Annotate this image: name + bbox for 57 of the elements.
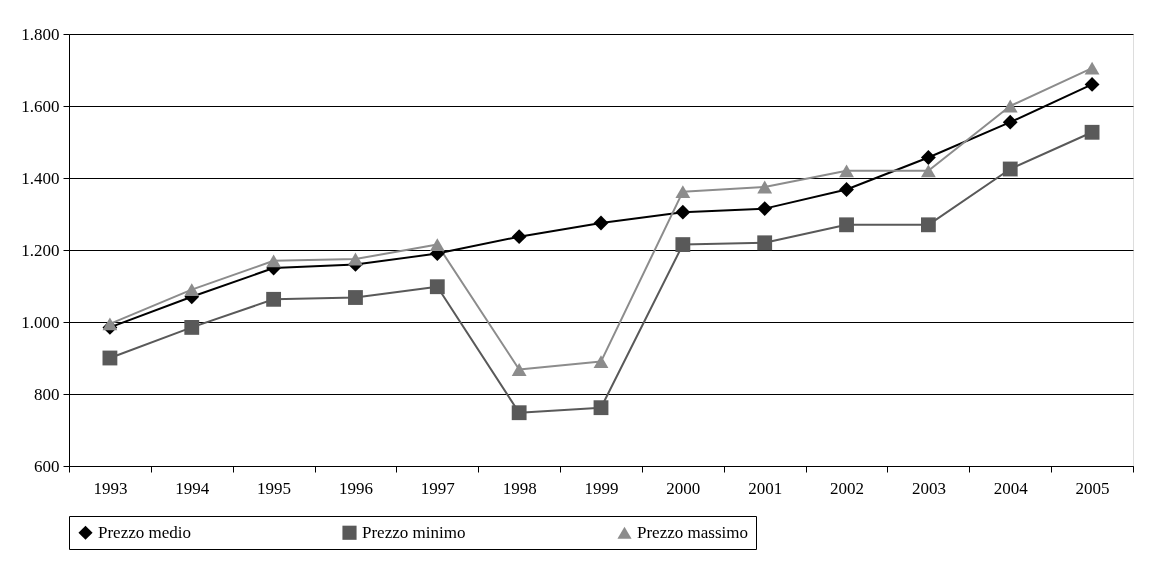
point bbox=[593, 215, 609, 231]
point bbox=[839, 164, 854, 178]
y-tick-label: 1.000 bbox=[21, 312, 60, 332]
legend-label: Prezzo medio bbox=[98, 522, 191, 542]
point bbox=[429, 279, 445, 295]
point bbox=[266, 254, 282, 268]
point bbox=[839, 217, 854, 233]
x-tick-label: 1993 bbox=[93, 478, 128, 498]
point bbox=[184, 319, 200, 335]
x-tick-label: 1999 bbox=[584, 478, 619, 498]
point bbox=[429, 238, 445, 252]
point bbox=[348, 290, 363, 305]
point bbox=[675, 185, 691, 199]
point bbox=[593, 355, 609, 369]
point bbox=[757, 180, 773, 194]
point bbox=[1084, 61, 1100, 75]
point bbox=[1002, 114, 1018, 130]
legend-label: Prezzo minimo bbox=[362, 522, 466, 542]
x-tick-label: 2003 bbox=[911, 478, 946, 498]
point bbox=[757, 201, 773, 217]
x-tick-label: 1994 bbox=[175, 478, 210, 498]
point bbox=[839, 182, 854, 197]
point bbox=[757, 235, 773, 251]
x-tick-label: 2001 bbox=[748, 478, 783, 498]
point bbox=[920, 164, 936, 178]
point bbox=[511, 363, 527, 376]
point bbox=[1002, 99, 1018, 113]
y-tick-label: 1.200 bbox=[21, 240, 60, 260]
y-tick-label: 1.800 bbox=[21, 24, 60, 44]
x-tick-label: 2005 bbox=[1075, 478, 1110, 498]
point bbox=[184, 283, 200, 297]
point bbox=[593, 400, 609, 416]
point bbox=[1002, 161, 1018, 177]
point bbox=[920, 217, 936, 233]
point bbox=[266, 291, 282, 307]
point bbox=[348, 252, 363, 266]
point bbox=[920, 150, 936, 165]
x-tick-label: 2004 bbox=[993, 478, 1029, 498]
point bbox=[675, 237, 691, 253]
x-tick-label: 2000 bbox=[666, 478, 701, 498]
point bbox=[511, 405, 527, 421]
x-tick-label: 1996 bbox=[338, 478, 373, 498]
point bbox=[675, 204, 691, 220]
point bbox=[102, 350, 118, 366]
x-tick-label: 1995 bbox=[257, 478, 292, 498]
y-tick-label: 800 bbox=[34, 384, 60, 404]
point bbox=[511, 229, 527, 245]
x-tick-label: 1998 bbox=[502, 478, 537, 498]
y-tick-label: 600 bbox=[34, 456, 60, 476]
x-tick-label: 1997 bbox=[420, 478, 456, 498]
x-tick-label: 2002 bbox=[830, 478, 865, 498]
point bbox=[1084, 76, 1100, 92]
legend-label: Prezzo massimo bbox=[637, 522, 748, 542]
point bbox=[1084, 124, 1100, 140]
point bbox=[102, 317, 118, 331]
y-tick-label: 1.600 bbox=[21, 96, 60, 116]
y-tick-label: 1.400 bbox=[21, 168, 60, 188]
